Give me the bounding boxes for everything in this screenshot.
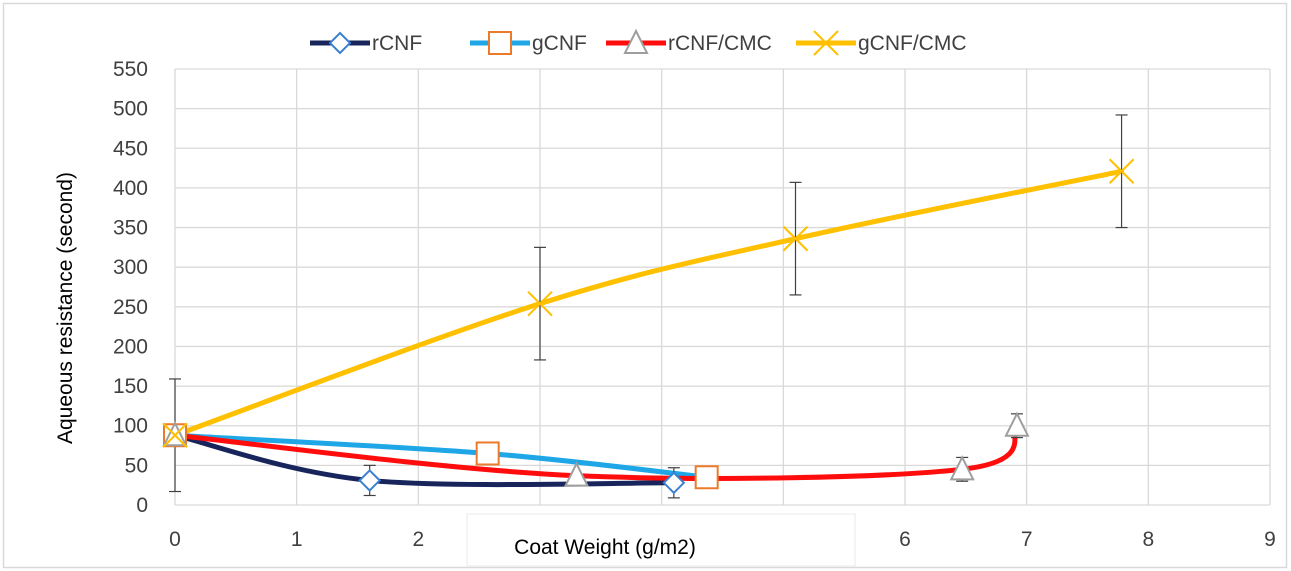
data-point [662,471,686,495]
legend-item: gCNF/CMC [796,30,967,56]
data-point [358,469,382,492]
y-tick-label: 250 [113,296,148,319]
legend-item: rCNF/CMC [606,28,772,55]
x-marker-stroke [527,290,553,317]
x-marker-stroke [813,30,839,56]
x-tick-label: 1 [291,528,303,551]
y-tick-labels: 0 50 100 150 200 250 300 350 400 450 500 550 [113,58,148,517]
triangle-marker [623,28,649,54]
data-point [782,225,809,252]
data-point [475,441,500,466]
x-marker-stroke [162,422,188,448]
data-point [1108,158,1135,184]
x-marker-stroke [782,225,809,252]
triangle-marker [1004,411,1030,437]
data-point [694,465,719,490]
x-axis-title-box [466,513,856,567]
y-tick-label: 550 [113,58,148,81]
x-tick-label: 8 [1142,528,1154,551]
gridlines [174,68,1271,506]
x-tick-label: 9 [1264,528,1276,551]
legend-item: gCNF [470,31,587,55]
square-marker [488,31,512,55]
y-tick-label: 300 [113,256,148,279]
y-tick-label: 100 [113,415,148,438]
legend: rCNF gCNF rCNF/CMC gCNF/CMC [310,28,967,56]
x-tick-label: 0 [169,528,181,551]
y-tick-label: 500 [113,98,148,121]
legend-label: gCNF [532,32,587,55]
data-point [563,461,590,487]
x-tick-label: 2 [412,528,424,551]
x-marker-stroke [1108,158,1135,184]
diamond-marker [358,469,382,492]
legend-marker [813,30,839,56]
legend-label: rCNF/CMC [668,32,772,55]
legend-marker [328,31,352,55]
y-axis-title: Aqueous resistance (second) [54,172,77,444]
y-tick-label: 400 [113,177,148,200]
legend-label: gCNF/CMC [858,32,967,55]
y-tick-label: 50 [125,454,148,477]
legend-marker [488,31,512,55]
y-tick-label: 350 [113,217,148,240]
y-tick-label: 0 [136,494,148,517]
x-tick-label: 7 [1021,528,1033,551]
diamond-marker [328,31,352,55]
y-axis-title-box [30,8,96,493]
x-axis-title: Coat Weight (g/m2) [514,536,696,559]
data-point [162,422,188,448]
data-point [949,455,975,481]
diamond-marker [662,471,686,495]
x-tick-label: 6 [899,528,911,551]
series-line-gcnf-cmc [172,168,1125,438]
legend-item: rCNF [310,31,422,55]
legend-label: rCNF [372,32,422,55]
legend-marker [623,28,649,54]
square-marker [694,465,719,490]
y-tick-label: 200 [113,335,148,358]
y-tick-label: 150 [113,375,148,398]
data-point [527,290,553,317]
triangle-marker [563,461,590,487]
square-marker [475,441,500,466]
triangle-marker [949,455,975,481]
data-point [1004,411,1030,437]
series-line-rcnf-cmc [172,423,1020,481]
y-tick-label: 450 [113,137,148,160]
data-markers [162,158,1135,495]
